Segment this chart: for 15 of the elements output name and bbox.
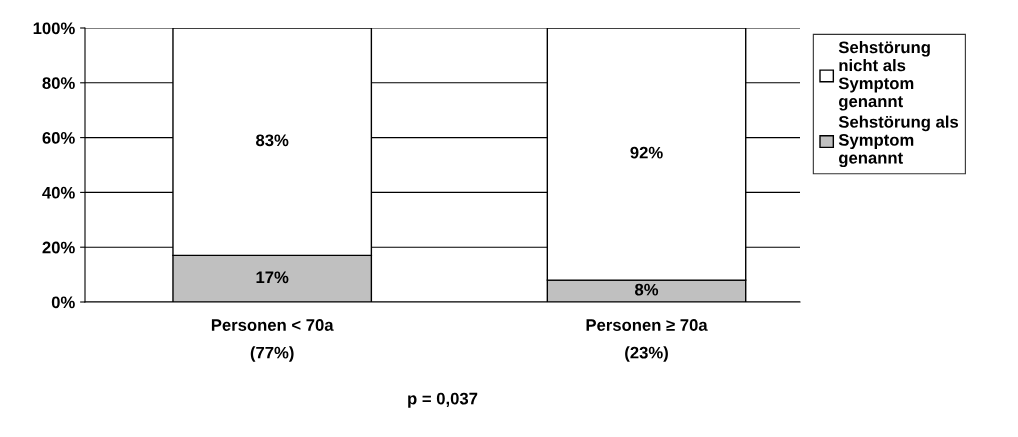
data-label: 83% [256, 134, 289, 147]
data-label: 92% [630, 146, 663, 159]
y-tick-label: 100% [33, 22, 75, 35]
x-tick-label: Personen ≥ 70a (23%) [586, 319, 708, 362]
y-tick-label: 60% [42, 132, 75, 144]
y-tick-label: 0% [51, 296, 75, 309]
data-label: 17% [256, 271, 289, 284]
y-tick-label: 80% [42, 77, 75, 89]
y-tick-label: 20% [42, 241, 75, 254]
legend-label: Sehstörung nicht als Symptom genannt [838, 41, 930, 111]
text: p = 0,037 [408, 392, 478, 408]
legend-label: Sehstörung als Symptom genannt [838, 115, 959, 168]
y-tick-label: 40% [42, 186, 75, 199]
x-tick-label: Personen < 70a (77%) [211, 319, 334, 362]
data-label: 8% [635, 283, 659, 296]
